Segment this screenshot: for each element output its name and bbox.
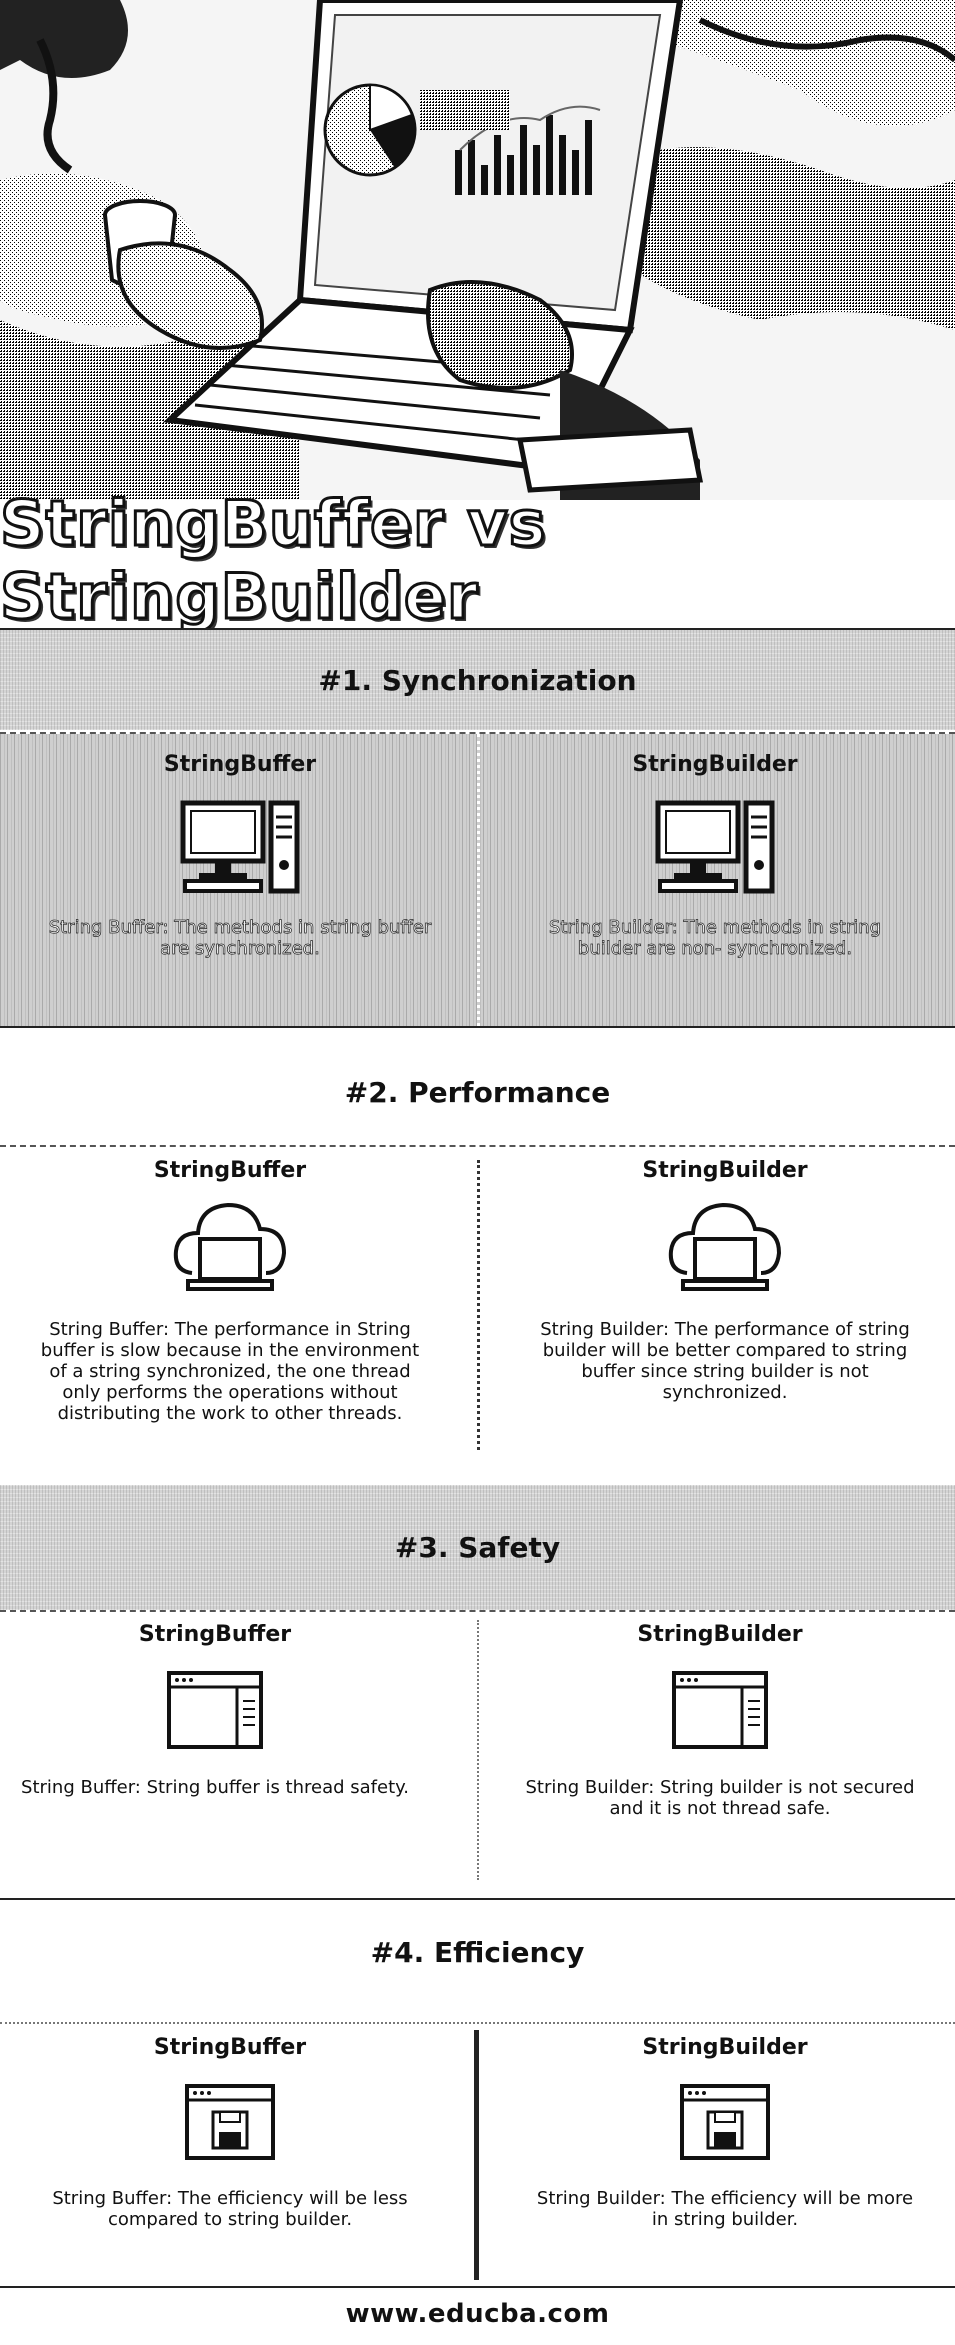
section-divider [0, 732, 955, 734]
footer-url[interactable]: www.educba.com [345, 2299, 610, 2329]
column-description: String Buffer: The performance in String… [40, 1319, 420, 1424]
column-title: StringBuffer [153, 2035, 307, 2060]
section-heading-text: #4. Efficiency [370, 1936, 585, 1969]
column-title: StringBuffer [153, 1158, 307, 1183]
column-divider [474, 2030, 479, 2280]
column-description: String Builder: The methods in string bu… [548, 917, 882, 960]
column-title: StringBuilder [642, 1158, 808, 1183]
efficiency-stringbuffer-column: StringBuffer String Buffer: The efficien… [15, 2035, 445, 2230]
browser-window-icon [672, 1671, 768, 1749]
safety-stringbuilder-column: StringBuilder String Builder: String bui… [505, 1622, 935, 1819]
column-title: StringBuilder [637, 1622, 803, 1647]
safety-stringbuffer-column: StringBuffer String Buffer: String buffe… [0, 1622, 430, 1798]
desktop-computer-icon [655, 800, 775, 894]
column-description: String Buffer: The efficiency will be le… [52, 2188, 408, 2230]
section-heading-safety: #3. Safety [0, 1485, 955, 1610]
section-heading-text: #1. Synchronization [318, 663, 637, 697]
section-heading-performance: #2. Performance [0, 1050, 955, 1135]
performance-stringbuffer-column: StringBuffer String Buffer: The performa… [15, 1158, 445, 1424]
column-divider [477, 1620, 479, 1880]
section-divider [0, 1610, 955, 1612]
section-heading-synchronization: #1. Synchronization [0, 630, 955, 730]
efficiency-stringbuilder-column: StringBuilder String Builder: The effici… [510, 2035, 940, 2230]
column-title: StringBuilder [632, 752, 798, 777]
section-heading-text: #3. Safety [394, 1531, 561, 1564]
section-divider [0, 1898, 955, 1900]
window-save-icon [185, 2084, 275, 2160]
column-description: String Builder: String builder is not se… [525, 1777, 915, 1819]
footer-divider [0, 2286, 955, 2288]
safety-header-bg [0, 1485, 955, 1610]
column-divider [477, 734, 480, 1026]
cloud-laptop-icon [668, 1202, 782, 1291]
title-divider [0, 628, 955, 630]
performance-stringbuilder-column: StringBuilder String Builder: The perfor… [510, 1158, 940, 1403]
column-title: StringBuilder [642, 2035, 808, 2060]
page-title: StringBuffer vs StringBuilder [0, 486, 955, 635]
section-heading-text: #2. Performance [344, 1076, 611, 1109]
section-heading-efficiency: #4. Efficiency [0, 1910, 955, 1995]
column-description: String Builder: The performance of strin… [540, 1319, 910, 1403]
synchronization-header-bg [0, 630, 955, 730]
column-description: String Builder: The efficiency will be m… [536, 2188, 914, 2230]
cloud-laptop-icon [173, 1202, 287, 1291]
column-description: String Buffer: The methods in string buf… [48, 917, 432, 960]
section-divider [0, 1026, 955, 1028]
column-title: StringBuffer [138, 1622, 292, 1647]
synchronization-stringbuilder-column: StringBuilder String Builder: The method… [500, 752, 930, 959]
hero-illustration [0, 0, 955, 500]
synchronization-stringbuffer-column: StringBuffer String Buffer: The methods … [25, 752, 455, 959]
section-divider [0, 1145, 955, 1147]
section-divider [0, 2022, 955, 2024]
window-save-icon [680, 2084, 770, 2160]
desktop-computer-icon [180, 800, 300, 894]
browser-window-icon [167, 1671, 263, 1749]
footer: www.educba.com [0, 2290, 955, 2338]
column-divider [477, 1160, 480, 1450]
column-title: StringBuffer [163, 752, 317, 777]
page-title-text: StringBuffer vs StringBuilder [0, 486, 547, 635]
column-description: String Buffer: String buffer is thread s… [21, 1777, 409, 1798]
